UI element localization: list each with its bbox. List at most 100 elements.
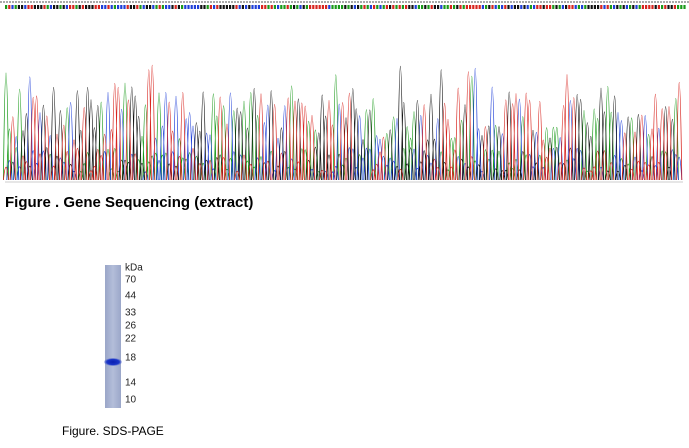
base-glyph [101, 5, 104, 9]
base-glyph [501, 5, 504, 9]
base-glyph [619, 5, 622, 9]
base-glyph [568, 5, 571, 9]
base-glyph [123, 5, 126, 9]
base-glyph [597, 5, 600, 9]
base-glyph [165, 5, 168, 9]
base-glyph [184, 5, 187, 9]
base-glyph [161, 5, 164, 9]
base-glyph [37, 5, 40, 9]
base-glyph [270, 5, 273, 9]
base-glyph [581, 5, 584, 9]
base-glyph [478, 5, 481, 9]
chromatogram [3, 64, 683, 181]
base-glyph [341, 5, 344, 9]
base-glyph [325, 5, 328, 9]
base-glyph [648, 5, 651, 9]
base-glyph [609, 5, 612, 9]
base-glyph [110, 5, 113, 9]
base-glyph [632, 5, 635, 9]
marker-label: 26 [125, 321, 137, 332]
base-glyph [302, 5, 305, 9]
base-glyph [91, 5, 94, 9]
base-glyph [30, 5, 33, 9]
base-glyph [613, 5, 616, 9]
caption: Figure . Gene Sequencing (extract) [5, 194, 254, 211]
base-glyph [245, 5, 248, 9]
base-glyph [241, 5, 244, 9]
base-glyph [405, 5, 408, 9]
base-glyph [219, 5, 222, 9]
base-glyph [85, 5, 88, 9]
base-glyph [654, 5, 657, 9]
base-glyph [667, 5, 670, 9]
base-glyph [565, 5, 568, 9]
base-glyph [456, 5, 459, 9]
base-glyph [485, 5, 488, 9]
base-glyph [8, 5, 11, 9]
base-glyph [683, 5, 686, 9]
base-glyph [555, 5, 558, 9]
base-glyph [261, 5, 264, 9]
base-glyph [469, 5, 472, 9]
base-glyph [129, 5, 132, 9]
base-glyph [17, 5, 20, 9]
base-glyph [193, 5, 196, 9]
base-glyph [315, 5, 318, 9]
marker-label: 33 [125, 308, 137, 319]
base-glyph [616, 5, 619, 9]
base-glyph [78, 5, 81, 9]
base-glyph [149, 5, 152, 9]
base-glyph [174, 5, 177, 9]
base-glyph [494, 5, 497, 9]
base-glyph [427, 5, 430, 9]
base-glyph [296, 5, 299, 9]
base-glyph [216, 5, 219, 9]
base-glyph [40, 5, 43, 9]
base-glyph [27, 5, 30, 9]
caption: Figure. SDS-PAGE [62, 424, 164, 438]
base-glyph [309, 5, 312, 9]
base-glyph [657, 5, 660, 9]
base-glyph [395, 5, 398, 9]
base-glyph [382, 5, 385, 9]
trace-line [9, 65, 676, 181]
unit-label: kDa [125, 263, 143, 274]
base-glyph [238, 5, 241, 9]
base-glyph [645, 5, 648, 9]
base-glyph [59, 5, 62, 9]
base-glyph [139, 5, 142, 9]
base-glyph [277, 5, 280, 9]
base-glyph [545, 5, 548, 9]
base-glyph [488, 5, 491, 9]
base-glyph [513, 5, 516, 9]
base-glyph [533, 5, 536, 9]
base-glyph [229, 5, 232, 9]
base-glyph [222, 5, 225, 9]
base-glyph [465, 5, 468, 9]
base-glyph [584, 5, 587, 9]
base-glyph [635, 5, 638, 9]
base-glyph [21, 5, 24, 9]
marker-label: 14 [125, 378, 137, 389]
base-glyph [181, 5, 184, 9]
base-glyph [622, 5, 625, 9]
base-glyph [321, 5, 324, 9]
base-glyph [171, 5, 174, 9]
base-glyph [491, 5, 494, 9]
trace-line [3, 72, 679, 181]
base-glyph [558, 5, 561, 9]
base-glyph [206, 5, 209, 9]
base-glyph [523, 5, 526, 9]
base-glyph [347, 5, 350, 9]
base-glyph [251, 5, 254, 9]
trace-line [6, 67, 683, 181]
base-glyph [142, 5, 145, 9]
base-glyph [46, 5, 49, 9]
base-glyph [225, 5, 228, 9]
base-glyph [590, 5, 593, 9]
base-glyph [49, 5, 52, 9]
base-glyph [629, 5, 632, 9]
base-glyph [177, 5, 180, 9]
